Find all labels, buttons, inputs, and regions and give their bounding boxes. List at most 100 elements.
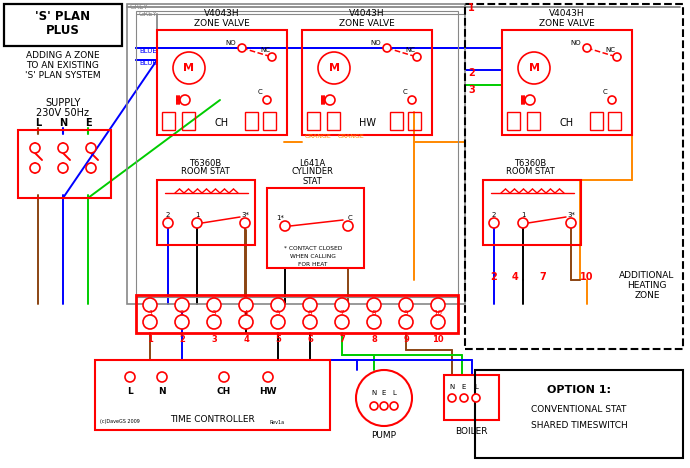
Text: 2: 2 [492, 212, 496, 218]
Text: GREY: GREY [130, 4, 149, 10]
Text: E: E [382, 390, 386, 396]
Circle shape [370, 402, 378, 410]
Circle shape [390, 402, 398, 410]
Circle shape [143, 298, 157, 312]
Circle shape [263, 96, 271, 104]
Text: TO AN EXISTING: TO AN EXISTING [26, 60, 99, 70]
Bar [127, 4, 465, 304]
Text: ZONE VALVE: ZONE VALVE [539, 19, 595, 28]
Circle shape [192, 218, 202, 228]
Text: C: C [403, 89, 407, 95]
Text: FOR HEAT: FOR HEAT [298, 262, 328, 266]
Circle shape [431, 315, 445, 329]
Circle shape [356, 370, 412, 426]
Text: ADDING A ZONE: ADDING A ZONE [26, 51, 100, 59]
Text: 4: 4 [243, 335, 249, 344]
Text: L: L [35, 118, 41, 128]
Text: 4: 4 [244, 310, 248, 316]
Text: CH: CH [560, 118, 574, 128]
Text: CH: CH [217, 388, 231, 396]
Circle shape [173, 52, 205, 84]
Circle shape [335, 315, 349, 329]
Circle shape [30, 143, 40, 153]
Text: 1*: 1* [276, 215, 284, 221]
Bar [136, 295, 458, 333]
Circle shape [408, 96, 416, 104]
Circle shape [335, 298, 349, 312]
Text: BLUE: BLUE [139, 48, 157, 54]
Circle shape [175, 315, 189, 329]
Circle shape [240, 218, 250, 228]
Text: L: L [127, 388, 133, 396]
Circle shape [383, 44, 391, 52]
Text: 7: 7 [339, 335, 345, 344]
Circle shape [207, 315, 221, 329]
Text: 8: 8 [372, 310, 376, 316]
Text: NO: NO [225, 40, 235, 46]
Text: 1: 1 [195, 212, 199, 218]
Text: L: L [392, 390, 396, 396]
Text: ZONE: ZONE [634, 291, 660, 300]
Bar [267, 188, 364, 268]
Bar [483, 180, 581, 245]
Circle shape [472, 394, 480, 402]
Text: 1: 1 [148, 310, 152, 316]
Circle shape [608, 96, 616, 104]
Text: 4: 4 [511, 272, 518, 282]
Circle shape [525, 95, 535, 105]
Text: 10: 10 [580, 272, 594, 282]
Bar [590, 112, 603, 130]
Text: 9: 9 [403, 335, 409, 344]
Text: E: E [85, 118, 91, 128]
Bar [507, 112, 520, 130]
Text: SUPPLY: SUPPLY [46, 98, 81, 108]
Bar [465, 4, 683, 349]
Circle shape [271, 315, 285, 329]
Text: 2: 2 [179, 335, 185, 344]
Circle shape [566, 218, 576, 228]
Bar [502, 30, 632, 135]
Circle shape [583, 44, 591, 52]
Circle shape [303, 298, 317, 312]
Text: 3: 3 [468, 85, 475, 95]
Text: L: L [474, 384, 478, 390]
Text: 'S' PLAN: 'S' PLAN [35, 10, 90, 23]
Bar [182, 112, 195, 130]
Text: PLUS: PLUS [46, 23, 80, 37]
Circle shape [238, 44, 246, 52]
Text: N: N [59, 118, 67, 128]
Circle shape [325, 95, 335, 105]
Bar [475, 370, 683, 458]
Text: T6360B: T6360B [189, 159, 221, 168]
Bar [390, 112, 403, 130]
Bar [263, 112, 276, 130]
Circle shape [318, 52, 350, 84]
Circle shape [58, 143, 68, 153]
Circle shape [86, 143, 96, 153]
Text: M: M [328, 63, 339, 73]
Circle shape [207, 298, 221, 312]
Text: T6360B: T6360B [514, 159, 546, 168]
Text: 1: 1 [147, 335, 153, 344]
Circle shape [219, 372, 229, 382]
Text: V4043H: V4043H [349, 9, 385, 19]
Circle shape [399, 298, 413, 312]
Text: NC: NC [405, 47, 415, 53]
Circle shape [460, 394, 468, 402]
Text: WHEN CALLING: WHEN CALLING [290, 254, 336, 258]
Text: (c)DaveGS 2009: (c)DaveGS 2009 [100, 419, 140, 424]
Text: 230V 50Hz: 230V 50Hz [37, 108, 90, 118]
Text: E: E [462, 384, 466, 390]
Text: M: M [529, 63, 540, 73]
Text: 10: 10 [433, 310, 442, 316]
Bar [18, 130, 111, 198]
Text: HW: HW [259, 388, 277, 396]
Bar [444, 375, 499, 420]
Circle shape [30, 163, 40, 173]
Text: 6: 6 [308, 310, 313, 316]
Text: ZONE VALVE: ZONE VALVE [339, 19, 395, 28]
Circle shape [125, 372, 135, 382]
Bar [157, 30, 287, 135]
Text: 7: 7 [540, 272, 546, 282]
Circle shape [157, 372, 167, 382]
